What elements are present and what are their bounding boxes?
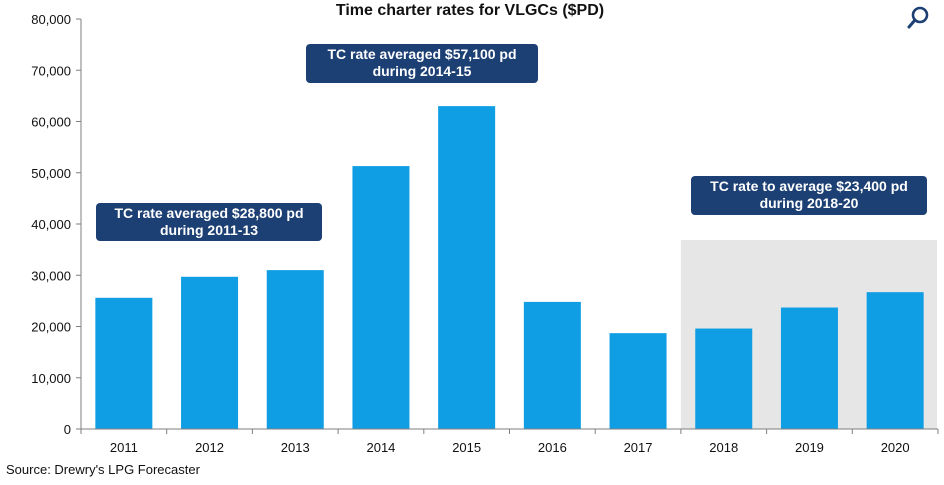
y-tick-label: 60,000 [31, 115, 71, 130]
annotation-2014-15: TC rate averaged $57,100 pd during 2014-… [306, 44, 538, 83]
bar [523, 301, 581, 429]
chart-title: Time charter rates for VLGCs ($PD) [335, 2, 605, 19]
y-tick-label: 40,000 [31, 217, 71, 232]
annotation-line: TC rate to average $23,400 pd [710, 178, 908, 194]
annotation-2018-20: TC rate to average $23,400 pd during 201… [691, 176, 927, 215]
source-note: Source: Drewry's LPG Forecaster [6, 462, 200, 477]
x-tick-label: 2020 [881, 440, 910, 455]
x-tick-label: 2011 [110, 440, 138, 455]
annotation-2011-13: TC rate averaged $28,800 pd during 2011-… [96, 203, 322, 241]
y-tick-label: 10,000 [31, 371, 71, 386]
bar [780, 307, 838, 429]
x-tick-label: 2017 [624, 440, 653, 455]
x-tick-label: 2014 [366, 440, 395, 455]
x-tick-label: 2016 [538, 440, 567, 455]
x-tick-label: 2018 [709, 440, 738, 455]
bar [866, 292, 924, 429]
bar [352, 166, 410, 429]
annotation-line: during 2011-13 [159, 222, 259, 238]
x-tick-label: 2012 [195, 440, 224, 455]
y-tick-label: 0 [64, 422, 71, 437]
y-tick-label: 70,000 [31, 63, 71, 78]
bar [609, 333, 667, 429]
annotation-line: during 2014-15 [372, 63, 472, 79]
y-tick-label: 30,000 [31, 268, 71, 283]
bar [95, 297, 153, 429]
bar [181, 276, 239, 429]
x-tick-label: 2015 [452, 440, 481, 455]
x-tick-label: 2019 [795, 440, 824, 455]
annotation-line: TC rate averaged $57,100 pd [327, 46, 517, 62]
y-tick-label: 20,000 [31, 320, 71, 335]
annotation-line: during 2018-20 [759, 195, 859, 211]
bar [695, 328, 753, 429]
x-tick-label: 2013 [281, 440, 310, 455]
annotation-line: TC rate averaged $28,800 pd [114, 205, 304, 221]
y-tick-label: 80,000 [31, 12, 71, 27]
bar [438, 106, 496, 429]
search-icon[interactable] [906, 4, 934, 32]
bar [266, 270, 324, 429]
y-tick-label: 50,000 [31, 166, 71, 181]
